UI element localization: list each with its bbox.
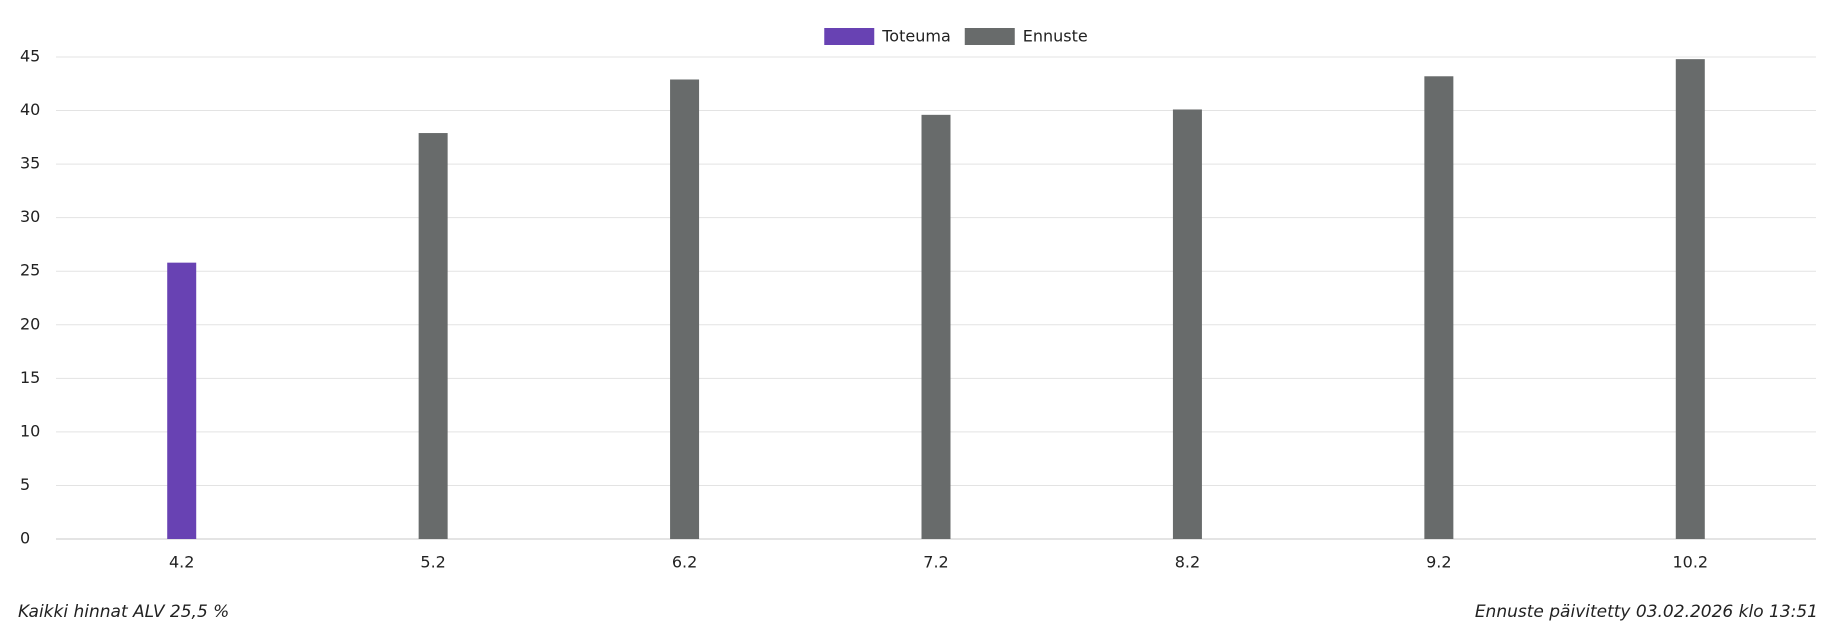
x-tick-label: 8.2: [1175, 553, 1200, 572]
legend-label: Ennuste: [1023, 27, 1088, 46]
bar: [418, 133, 448, 539]
y-tick-label: 0: [20, 529, 30, 548]
y-tick-label: 5: [20, 475, 30, 494]
y-tick-label: 40: [20, 100, 40, 119]
y-tick-label: 10: [20, 421, 40, 440]
y-tick-label: 45: [20, 47, 40, 66]
footer-updated: Ennuste päivitetty 03.02.2026 klo 13:51: [1475, 602, 1818, 622]
x-tick-label: 7.2: [923, 553, 948, 572]
bar: [167, 262, 197, 539]
y-tick-label: 35: [20, 154, 40, 173]
x-tick-label: 6.2: [672, 553, 697, 572]
x-tick-label: 10.2: [1672, 553, 1708, 572]
legend-swatch: [824, 28, 875, 45]
bar: [921, 114, 951, 539]
legend-label: Toteuma: [881, 27, 951, 46]
bar: [1675, 59, 1705, 540]
footer-note: Kaikki hinnat ALV 25,5 %: [18, 602, 229, 622]
y-tick-label: 20: [20, 314, 40, 333]
x-tick-label: 9.2: [1426, 553, 1451, 572]
y-tick-label: 30: [20, 207, 40, 226]
x-tick-label: 5.2: [420, 553, 445, 572]
bar: [1424, 76, 1454, 539]
bar: [670, 79, 700, 539]
x-tick-label: 4.2: [169, 553, 194, 572]
legend-swatch: [964, 28, 1015, 45]
y-tick-label: 25: [20, 261, 40, 280]
bar: [1172, 109, 1202, 540]
y-tick-label: 15: [20, 368, 40, 387]
